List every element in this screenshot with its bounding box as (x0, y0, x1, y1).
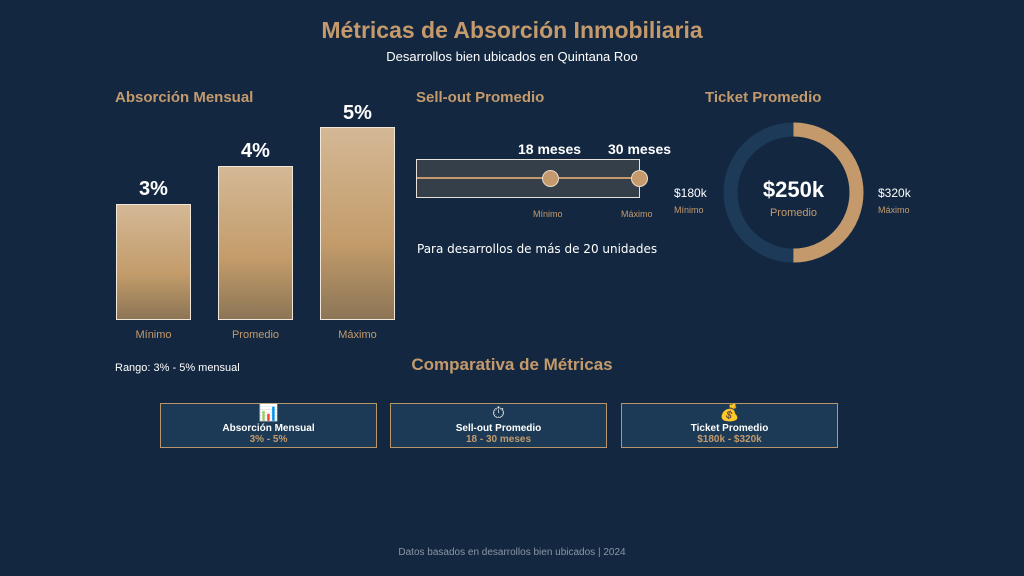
ticket-min-value: $180k (674, 186, 707, 200)
absorption-range: Rango: 3% - 5% mensual (115, 362, 240, 374)
ticket-title: Ticket Promedio (705, 89, 822, 106)
ticket-min-label: Mínimo (674, 205, 704, 215)
sellout-title: Sell-out Promedio (416, 89, 545, 106)
comparison-title: Comparativa de Métricas (411, 355, 613, 374)
bar-avg (218, 166, 293, 320)
comparison-card-absorption: 📊 Absorción Mensual 3% - 5% (160, 403, 377, 448)
stopwatch-icon: ⏱ (492, 405, 505, 422)
absorption-title: Absorción Mensual (115, 89, 254, 106)
bar-min (116, 204, 191, 320)
card-value: $180k - $320k (697, 434, 762, 445)
sellout-min-marker (542, 170, 559, 187)
sellout-note: Para desarrollos de más de 20 unidades (417, 242, 658, 256)
page-title: Métricas de Absorción Inmobiliaria (321, 17, 703, 43)
sellout-min-value: 18 meses (518, 141, 582, 157)
card-title: Sell-out Promedio (455, 423, 542, 434)
card-title: Absorción Mensual (222, 423, 315, 434)
sellout-max-label: Máximo (621, 209, 653, 219)
comparison-card-sellout: ⏱ Sell-out Promedio 18 - 30 meses (390, 403, 607, 448)
sellout-timeline (416, 159, 648, 198)
ticket-center-value: $250k (762, 177, 825, 202)
sellout-max-marker (631, 170, 648, 187)
bar-value-max: 5% (343, 102, 372, 124)
ticket-center-label: Promedio (769, 207, 818, 219)
donut-fill (723, 122, 864, 263)
page-subtitle: Desarrollos bien ubicados en Quintana Ro… (386, 49, 638, 64)
card-title: Ticket Promedio (690, 423, 769, 434)
comparison-card-ticket: 💰 Ticket Promedio $180k - $320k (621, 403, 838, 448)
footer-note: Datos basados en desarrollos bien ubicad… (398, 547, 626, 558)
bar-value-min: 3% (139, 178, 168, 200)
bar-max (320, 127, 395, 320)
bar-label-max: Máximo (338, 329, 377, 341)
ticket-donut (723, 122, 864, 263)
bar-chart-icon: 📊 (258, 405, 279, 422)
ticket-max-label: Máximo (878, 205, 910, 215)
bar-label-avg: Promedio (231, 329, 280, 341)
card-value: 3% - 5% (249, 434, 288, 445)
sellout-max-value: 30 meses (608, 141, 672, 157)
sellout-min-label: Mínimo (533, 209, 563, 219)
bar-value-avg: 4% (241, 140, 270, 162)
card-value: 18 - 30 meses (465, 434, 532, 445)
bar-label-min: Mínimo (135, 329, 172, 341)
money-bag-icon: 💰 (719, 405, 740, 422)
ticket-max-value: $320k (878, 186, 911, 200)
